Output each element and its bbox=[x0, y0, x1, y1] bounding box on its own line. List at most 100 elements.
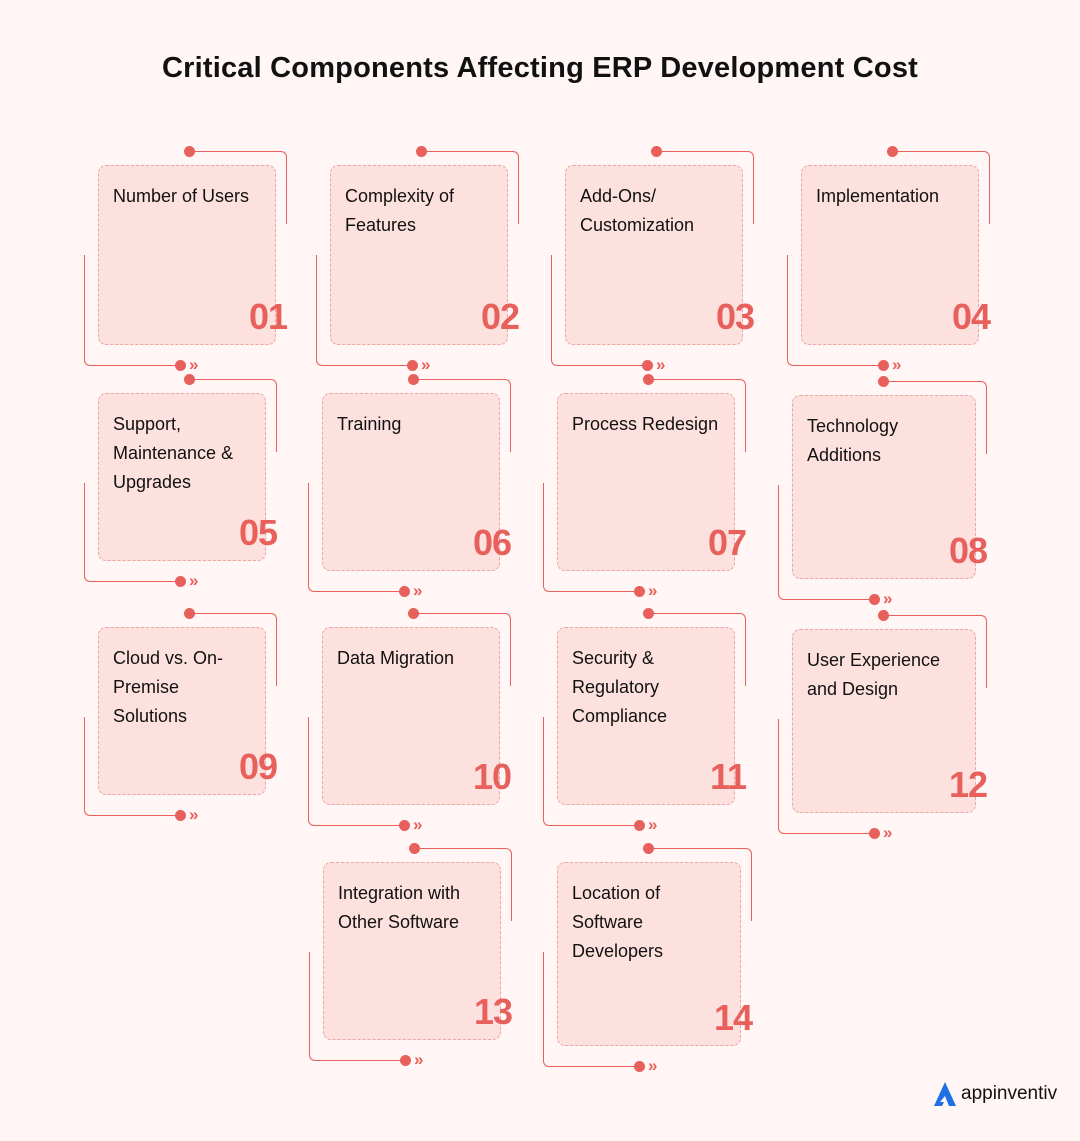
card-label: Integration with Other Software bbox=[338, 883, 461, 932]
component-card: Process Redesign 07 bbox=[557, 393, 747, 571]
top-connector-dot bbox=[643, 607, 654, 619]
bottom-connector-dot bbox=[399, 819, 410, 831]
top-connector-line bbox=[190, 379, 277, 452]
card-label: Implementation bbox=[816, 186, 940, 206]
double-chevron-icon: » bbox=[189, 355, 199, 374]
bottom-connector-dot bbox=[634, 1060, 645, 1072]
top-connector-line bbox=[415, 848, 512, 921]
top-connector-dot bbox=[408, 607, 419, 619]
bottom-connector-dot bbox=[175, 359, 186, 371]
bottom-connector-line bbox=[543, 483, 640, 592]
top-connector-line bbox=[190, 613, 277, 686]
double-chevron-icon: » bbox=[189, 571, 199, 590]
component-card: Complexity of Features 02 bbox=[330, 165, 520, 345]
top-connector-line bbox=[649, 613, 746, 686]
component-card: Location of Software Developers 14 bbox=[557, 862, 753, 1046]
top-connector-line bbox=[649, 848, 752, 921]
card-number: 11 bbox=[709, 756, 747, 797]
bottom-connector-dot bbox=[175, 575, 186, 587]
double-chevron-icon: » bbox=[656, 355, 666, 374]
top-connector-line bbox=[414, 379, 511, 452]
card-label: Cloud vs. On-Premise Solutions bbox=[113, 648, 224, 726]
bottom-connector-line bbox=[778, 719, 875, 834]
double-chevron-icon: » bbox=[414, 1050, 424, 1069]
card-label: User Experience and Design bbox=[807, 650, 941, 699]
card-number: 01 bbox=[248, 296, 288, 337]
double-chevron-icon: » bbox=[189, 805, 199, 824]
card-number: 08 bbox=[948, 530, 988, 571]
bottom-connector-line bbox=[308, 483, 405, 592]
bottom-connector-dot bbox=[869, 593, 880, 605]
card-number: 07 bbox=[707, 522, 747, 563]
card-number: 14 bbox=[713, 997, 753, 1038]
bottom-connector-dot bbox=[869, 827, 880, 839]
top-connector-dot bbox=[878, 609, 889, 621]
card-label: Security & Regulatory Compliance bbox=[572, 648, 668, 726]
top-connector-dot bbox=[643, 842, 654, 854]
component-card: Integration with Other Software 13 bbox=[323, 862, 513, 1040]
top-connector-line bbox=[414, 613, 511, 686]
card-number: 06 bbox=[472, 522, 512, 563]
card-number: 05 bbox=[238, 512, 278, 553]
card-label: Data Migration bbox=[337, 648, 455, 668]
bottom-connector-line bbox=[308, 717, 405, 826]
bottom-connector-dot bbox=[634, 819, 645, 831]
top-connector-dot bbox=[878, 375, 889, 387]
card-label: Number of Users bbox=[113, 186, 250, 206]
double-chevron-icon: » bbox=[413, 815, 423, 834]
card-label: Process Redesign bbox=[572, 414, 719, 434]
bottom-connector-line bbox=[316, 255, 413, 366]
card-label: Add-Ons/ Customization bbox=[580, 186, 695, 235]
top-connector-line bbox=[657, 151, 754, 224]
card-label: Location of Software Developers bbox=[572, 883, 664, 961]
double-chevron-icon: » bbox=[648, 581, 658, 600]
top-connector-line bbox=[884, 381, 987, 454]
bottom-connector-line bbox=[309, 952, 406, 1061]
card-number: 10 bbox=[472, 756, 512, 797]
bottom-connector-line bbox=[551, 255, 648, 366]
component-card: Implementation 04 bbox=[801, 165, 991, 345]
top-connector-dot bbox=[643, 373, 654, 385]
top-connector-line bbox=[884, 615, 987, 688]
component-card: Data Migration 10 bbox=[322, 627, 512, 805]
double-chevron-icon: » bbox=[892, 355, 902, 374]
card-number: 09 bbox=[238, 746, 278, 787]
card-number: 02 bbox=[480, 296, 520, 337]
appinventiv-logo-icon bbox=[934, 1082, 956, 1106]
component-card: Training 06 bbox=[322, 393, 512, 571]
component-card: Add-Ons/ Customization 03 bbox=[565, 165, 755, 345]
logo-text: appinventiv bbox=[961, 1083, 1058, 1104]
card-number: 03 bbox=[715, 296, 755, 337]
page-title: Critical Components Affecting ERP Develo… bbox=[161, 52, 919, 84]
bottom-connector-dot bbox=[400, 1054, 411, 1066]
component-card: User Experience and Design 12 bbox=[792, 629, 988, 813]
card-number: 12 bbox=[948, 764, 988, 805]
component-card: Technology Additions 08 bbox=[792, 395, 988, 579]
top-connector-dot bbox=[184, 373, 195, 385]
bottom-connector-line bbox=[84, 717, 181, 816]
bottom-connector-line bbox=[778, 485, 875, 600]
bottom-connector-dot bbox=[642, 359, 653, 371]
bottom-connector-line bbox=[787, 255, 884, 366]
top-connector-dot bbox=[408, 373, 419, 385]
bottom-connector-dot bbox=[878, 359, 889, 371]
double-chevron-icon: » bbox=[413, 581, 423, 600]
top-connector-line bbox=[893, 151, 990, 224]
double-chevron-icon: » bbox=[883, 589, 893, 608]
double-chevron-icon: » bbox=[883, 823, 893, 842]
bottom-connector-dot bbox=[407, 359, 418, 371]
bottom-connector-dot bbox=[175, 809, 186, 821]
top-connector-dot bbox=[184, 607, 195, 619]
component-card: Support, Maintenance & Upgrades 05 bbox=[98, 393, 278, 561]
bottom-connector-line bbox=[543, 717, 640, 826]
card-label: Support, Maintenance & Upgrades bbox=[113, 414, 234, 492]
top-connector-dot bbox=[409, 842, 420, 854]
top-connector-line bbox=[422, 151, 519, 224]
top-connector-dot bbox=[416, 145, 427, 157]
card-number: 13 bbox=[473, 991, 513, 1032]
bottom-connector-line bbox=[84, 483, 181, 582]
component-card: Security & Regulatory Compliance 11 bbox=[557, 627, 747, 805]
double-chevron-icon: » bbox=[648, 1056, 658, 1075]
bottom-connector-line bbox=[84, 255, 181, 366]
double-chevron-icon: » bbox=[421, 355, 431, 374]
